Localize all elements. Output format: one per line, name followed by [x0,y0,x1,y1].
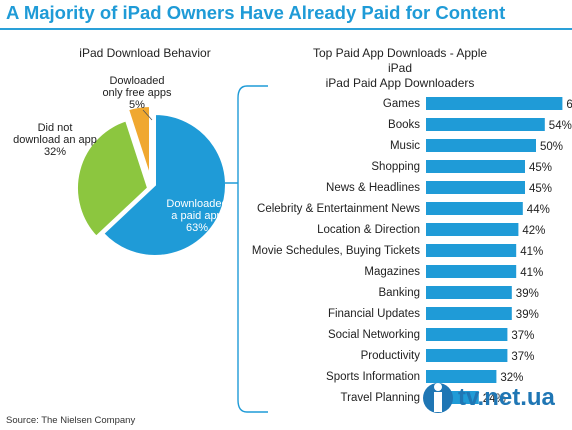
bar-category-label: Location & Direction [317,224,420,236]
pie-leader-line [142,109,153,121]
pie-chart-title: iPad Download Behavior [79,46,211,60]
bar-value-label: 37% [511,351,534,363]
pie-chart: Downloaded a paid app 63% Did not download a… [13,75,228,257]
pie-to-bar-connector [225,85,268,413]
bar [426,202,523,215]
bar [426,307,512,320]
bar-category-label: Productivity [361,350,421,362]
bar [426,118,545,131]
watermark-text: tv.net.ua [458,384,555,411]
bar-value-label: 50% [540,141,563,153]
pie-slice [76,119,150,239]
pie-slice-label: Downloaded a paid app 63% [166,198,227,234]
bar [426,244,517,257]
pie-slice-label: Dowloaded only free apps 5% [102,75,172,111]
bar [426,328,508,341]
bar [426,286,512,299]
bar-value-label: 41% [520,267,543,279]
bar [426,97,563,110]
bar-value-label: 24% [483,393,506,405]
bar [426,139,536,152]
bar-category-label: Magazines [364,266,420,278]
bar [426,160,525,173]
bar-value-label: 32% [500,372,523,384]
bar-value-label: 45% [529,183,552,195]
bar-category-label: Banking [378,287,420,299]
source-note: Source: The Nielsen Company [6,415,136,426]
chart-headline: A Majority of iPad Owners Have Already P… [6,2,506,23]
bar [426,370,497,383]
headline-divider [0,28,572,30]
bar [426,349,508,362]
bar [426,223,519,236]
pie-slice-label: Did not download an app 32% [13,122,97,158]
bar-category-label: Shopping [371,161,420,173]
bar-value-label: 44% [527,204,550,216]
bar-value-label: 39% [516,309,539,321]
bar-category-label: Music [390,140,420,152]
bar-value-label: 45% [529,162,552,174]
bar-value-label: 42% [522,225,545,237]
bar-category-label: Travel Planning [341,392,420,404]
bar-value-label: 37% [511,330,534,342]
bar-category-label: Movie Schedules, Buying Tickets [252,245,420,257]
bar-category-label: News & Headlines [326,182,420,194]
bar-value-label: 39% [516,288,539,300]
bar-chart-subtitle: iPad Paid App Downloaders [325,76,475,90]
bar-category-label: Social Networking [328,329,420,341]
bar-chart-title: Top Paid App Downloads - Apple iPad iPad… [300,46,500,91]
bar-value-label: 62% [566,99,572,111]
bar-category-label: Games [383,98,420,110]
pie-slice [126,104,151,178]
bar [426,181,525,194]
bar-category-label: Sports Information [326,371,420,383]
bar-value-label: 41% [520,246,543,258]
bar-chart-title-main: Top Paid App Downloads - Apple iPad [312,46,488,75]
bar-category-label: Financial Updates [328,308,420,320]
watermark-logo: tv.net.ua [420,378,570,422]
pie-slice [101,112,227,257]
watermark-mark-icon [423,383,453,413]
bar-category-label: Books [388,119,420,131]
bar [426,265,517,278]
bar-category-label: Celebrity & Entertainment News [257,203,420,215]
bar-value-label: 54% [549,120,572,132]
